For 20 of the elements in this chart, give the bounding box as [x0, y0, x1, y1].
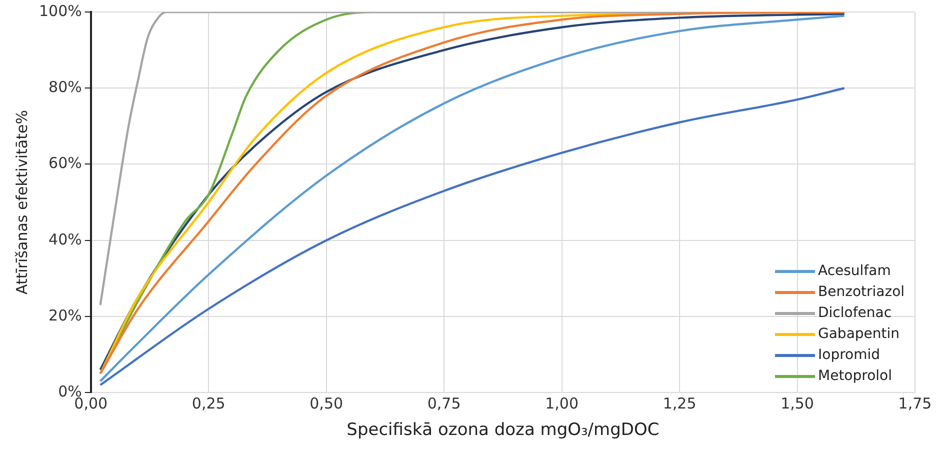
x-tick-label: 1,50: [780, 394, 814, 412]
x-tick-label: 1,25: [662, 394, 696, 412]
x-tick-label: 1,75: [898, 394, 932, 412]
legend-label: Iopromid: [818, 346, 880, 365]
legend-label: Metoprolol: [818, 366, 892, 386]
y-tick-label: 100%: [38, 2, 82, 20]
y-tick-label: 40%: [48, 230, 82, 248]
y-tick-label: 60%: [48, 154, 82, 172]
x-tick-label: 0,75: [427, 394, 461, 412]
x-axis-title: Specifiskā ozona doza mgO₃/mgDOC: [346, 420, 660, 440]
x-tick-label: 0,25: [192, 394, 226, 412]
x-tick-label: 1,00: [545, 394, 579, 412]
x-tick-label: 0,50: [310, 394, 344, 412]
legend-label: Benzotriazol: [818, 282, 905, 302]
y-axis-title: Attīrīšanas efektivitāte%: [12, 110, 31, 295]
legend-label: Diclofenac: [818, 304, 892, 323]
y-tick-label: 20%: [48, 306, 82, 324]
y-tick-label: 80%: [48, 78, 82, 96]
legend-label: Acesulfam: [818, 262, 891, 281]
legend-label: Gabapentin: [818, 324, 900, 344]
